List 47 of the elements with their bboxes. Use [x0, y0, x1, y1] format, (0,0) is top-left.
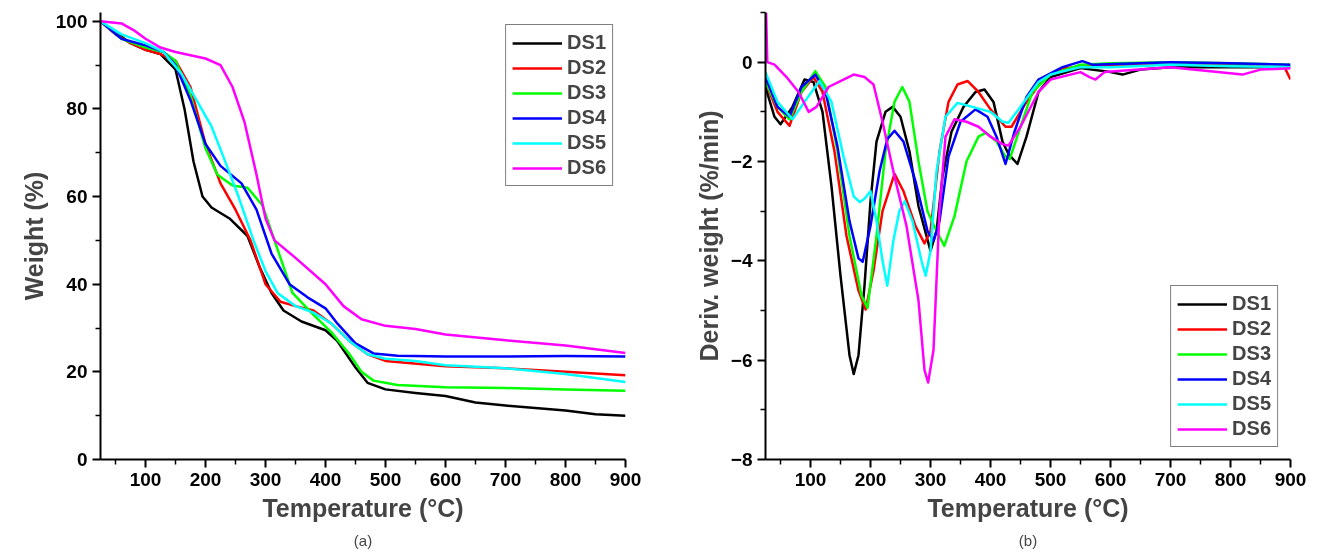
x-tick-label: 500: [369, 468, 402, 490]
x-tick-label: 900: [609, 468, 642, 490]
legend-label: DS2: [567, 56, 606, 79]
y-tick-label: −4: [730, 250, 753, 272]
x-tick-label: 200: [189, 468, 222, 490]
y-tick-label: 80: [66, 98, 88, 120]
legend-label: DS6: [567, 156, 606, 179]
legend-label: DS6: [1232, 417, 1271, 440]
legend-label: DS5: [1232, 392, 1271, 415]
y-axis-title: Weight (%): [19, 171, 48, 301]
x-tick-label: 700: [1154, 468, 1187, 490]
legend-label: DS3: [1232, 342, 1271, 365]
x-tick-label: 300: [249, 468, 282, 490]
legend-label: DS1: [1232, 292, 1271, 315]
y-tick-label: −6: [730, 349, 753, 371]
x-tick-label: 400: [974, 468, 1007, 490]
y-tick-label: −2: [730, 151, 753, 172]
y-tick-label: 0: [76, 449, 88, 470]
legend-label: DS1: [567, 31, 606, 54]
x-axis-title: Temperature (°C): [927, 493, 1129, 522]
y-axis-title: Deriv. weight (%/min): [694, 110, 723, 362]
legend-label: DS3: [567, 81, 606, 104]
x-tick-label: 600: [1094, 468, 1127, 490]
x-axis-title: Temperature (°C): [262, 493, 464, 522]
x-tick-label: 500: [1034, 468, 1067, 490]
x-tick-label: 900: [1274, 468, 1307, 490]
x-tick-label: 100: [129, 468, 162, 490]
legend-label: DS4: [567, 106, 606, 129]
y-tick-label: 40: [66, 273, 88, 295]
legend-label: DS4: [1232, 367, 1271, 390]
x-tick-label: 200: [854, 468, 887, 490]
x-tick-label: 600: [429, 468, 462, 490]
y-tick-label: −8: [730, 449, 753, 470]
text: (b): [1018, 531, 1038, 549]
x-tick-label: 300: [914, 468, 947, 490]
y-tick-label: 0: [741, 51, 753, 73]
y-tick-label: 20: [66, 361, 88, 383]
x-tick-label: 800: [549, 468, 582, 490]
x-tick-label: 100: [794, 468, 827, 490]
x-tick-label: 800: [1214, 468, 1247, 490]
legend-label: DS2: [1232, 317, 1271, 340]
x-tick-label: 700: [489, 468, 522, 490]
x-tick-label: 400: [309, 468, 342, 490]
y-tick-label: 60: [66, 186, 88, 208]
text: (a): [353, 531, 373, 549]
y-tick-label: 100: [55, 10, 88, 32]
legend-label: DS5: [567, 131, 606, 154]
